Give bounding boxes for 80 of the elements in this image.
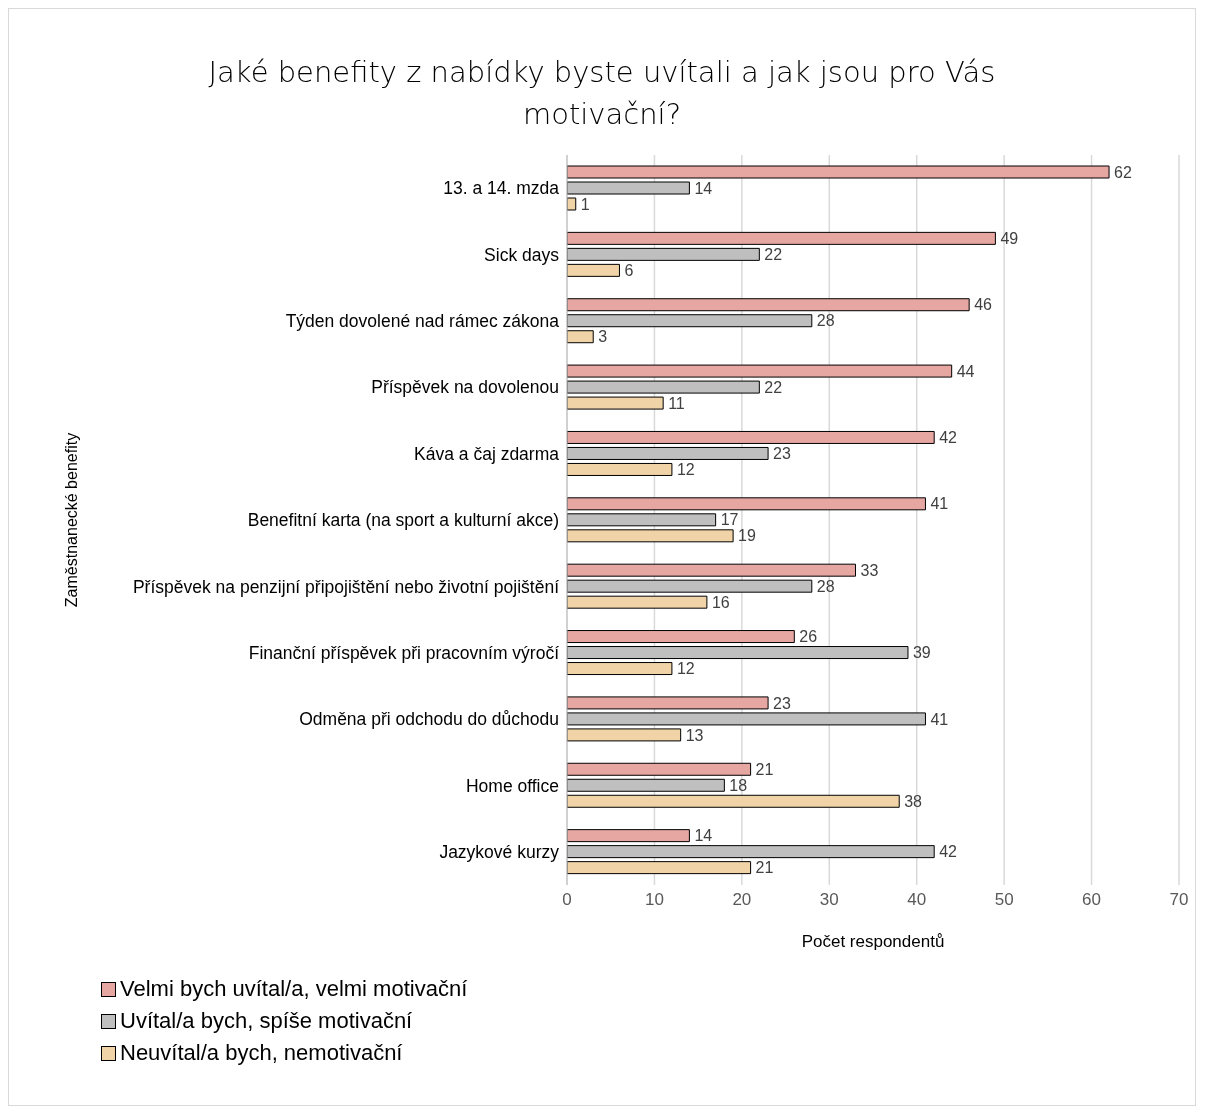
y-tick-label: Příspěvek na penzijní připojištění nebo životní pojištění [132,576,560,597]
x-tick-label: 0 [562,890,572,910]
data-label: 38 [904,792,923,810]
data-label: 41 [930,710,949,728]
data-label: 17 [720,511,739,529]
bar [567,364,953,378]
data-label: 39 [912,644,931,662]
data-label: 13 [685,726,704,744]
bar [567,595,708,609]
data-label: 41 [930,495,949,513]
y-tick-label: Odměna při odchodu do důchodu [299,709,559,730]
bar [567,762,752,776]
bar [567,630,795,644]
data-label: 44 [956,362,975,380]
y-tick-label: Benefitní karta (na sport a kulturní akce) [247,510,559,531]
data-label: 33 [860,561,879,579]
bar [567,165,1110,179]
bar [567,829,690,843]
data-label: 21 [755,760,774,778]
y-tick-label: Týden dovolené nad rámec zákona [285,311,560,332]
x-tick-label: 40 [907,890,927,910]
x-tick-label: 10 [644,890,664,910]
data-label: 62 [1114,163,1132,181]
bar [567,430,935,444]
bar [567,197,577,211]
bar [567,231,996,245]
y-tick-label: Home office [465,775,559,796]
bar [567,861,752,875]
bar [567,462,673,476]
bar [567,728,682,742]
bar [567,497,926,511]
data-label: 42 [939,843,958,861]
x-tick-label: 50 [994,890,1014,910]
bar [567,662,673,676]
bar [567,263,620,277]
data-label: 42 [939,429,958,447]
y-tick-label: 13. a 14. mzda [443,178,560,199]
y-tick-label: Příspěvek na dovolenou [371,377,559,398]
x-tick-label: 70 [1169,890,1189,910]
bar [567,298,970,312]
bar [567,330,594,344]
data-label: 22 [764,378,783,396]
legend-label: Uvítal/a bych, spíše motivační [120,1007,413,1035]
data-label: 11 [668,394,685,412]
y-tick-label: Finanční příspěvek při pracovním výročí [248,642,560,663]
bar [567,563,857,577]
chart-title: Jaké benefity z nabídky byste uvítali a jak jsou pro Vás motivační? [207,54,997,133]
bar [567,529,734,543]
data-label: 46 [974,296,993,314]
x-tick-label: 30 [819,890,839,910]
data-label: 26 [799,628,818,646]
data-label: 23 [773,694,791,712]
bar [567,396,664,410]
bar [567,696,769,710]
x-axis-title: Počet respondentů [801,932,945,951]
data-label: 6 [624,262,634,280]
data-label: 21 [755,859,774,877]
data-label: 3 [598,328,608,346]
y-tick-label: Káva a čaj zdarma [414,443,560,464]
legend-label: Velmi bych uvítal/a, velmi motivační [120,975,468,1003]
data-label: 19 [738,527,757,545]
y-axis-title: Zaměstnanecké benefity [62,432,80,608]
x-tick-label: 20 [732,890,752,910]
x-tick-label: 60 [1082,890,1102,910]
y-tick-label: Jazykové kurzy [439,842,560,863]
data-label: 28 [816,577,835,595]
data-label: 12 [676,660,695,678]
data-label: 49 [1000,230,1019,248]
legend-label: Neuvítal/a bych, nemotivační [120,1039,403,1067]
data-label: 12 [676,461,695,479]
data-label: 16 [711,593,730,611]
data-label: 1 [580,195,590,213]
bar [567,794,900,808]
y-tick-label: Sick days [484,244,560,265]
data-label: 14 [694,179,713,197]
data-label: 22 [764,246,783,264]
data-label: 18 [729,776,748,794]
data-label: 14 [694,827,713,845]
data-label: 23 [773,445,791,463]
data-label: 28 [816,312,835,330]
